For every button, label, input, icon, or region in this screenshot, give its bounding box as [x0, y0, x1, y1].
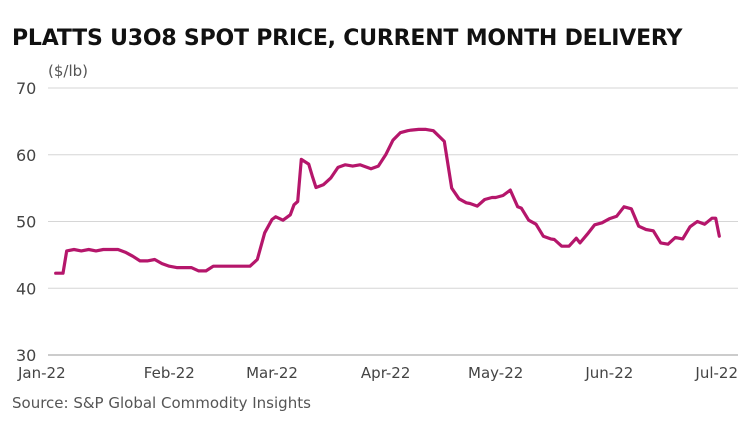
series-layer	[54, 127, 721, 275]
series-line-0	[54, 127, 721, 275]
x-tick-label: Jan-22	[17, 364, 66, 382]
x-tick-label: Feb-22	[144, 364, 195, 382]
x-tick-label: May-22	[468, 364, 523, 382]
y-tick-label: 60	[16, 146, 36, 165]
x-tick-label: Jun-22	[584, 364, 633, 382]
x-tick-label: Jul-22	[694, 364, 738, 382]
x-tick-label: Apr-22	[361, 364, 411, 382]
source-note: Source: S&P Global Commodity Insights	[12, 394, 311, 412]
x-tick-label: Mar-22	[246, 364, 298, 382]
y-tick-label: 70	[16, 79, 36, 98]
y-axis-ticks: 30 40 50 60 70	[16, 79, 36, 365]
gridlines	[48, 87, 738, 356]
x-axis-ticks: Jan-22 Feb-22 Mar-22 Apr-22 May-22 Jun-22 Jul-…	[17, 364, 738, 382]
y-tick-label: 40	[16, 279, 36, 298]
y-tick-label: 30	[16, 346, 36, 365]
chart-title: PLATTS U3O8 SPOT PRICE, CURRENT MONTH DE…	[12, 26, 683, 51]
y-tick-label: 50	[16, 213, 36, 232]
y-unit-label: ($/lb)	[48, 62, 88, 80]
